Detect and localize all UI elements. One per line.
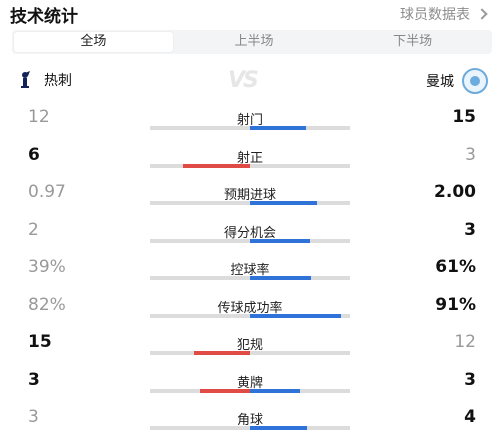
away-stat-bar bbox=[250, 201, 317, 205]
home-stat-value: 3 bbox=[28, 369, 40, 390]
away-stat-bar-track bbox=[250, 426, 350, 430]
away-stat-bar-track bbox=[250, 163, 350, 168]
away-stat-value: 3 bbox=[464, 369, 476, 390]
home-stat-bar-track bbox=[150, 201, 250, 205]
period-tabs: 全场 上半场 下半场 bbox=[12, 30, 492, 54]
home-stat-bar bbox=[183, 163, 250, 168]
stat-row: 3 角球 4 bbox=[0, 404, 500, 440]
away-stat-bar-track bbox=[250, 351, 350, 355]
page-title: 技术统计 bbox=[10, 7, 78, 27]
tab-second-half[interactable]: 下半场 bbox=[393, 34, 433, 49]
away-stat-bar-track bbox=[250, 201, 350, 205]
stat-row: 2 得分机会 3 bbox=[0, 217, 500, 255]
home-stat-bar-track bbox=[150, 351, 250, 355]
stat-label: 预期进球 bbox=[223, 188, 276, 203]
away-stat-bar bbox=[250, 351, 294, 355]
away-stat-value: 12 bbox=[454, 332, 476, 352]
away-stat-bar bbox=[250, 313, 341, 318]
home-stat-bar bbox=[194, 351, 250, 355]
stat-row: 39% 控球率 61% bbox=[0, 254, 500, 292]
stat-label: 控球率 bbox=[230, 263, 270, 278]
home-stat-bar-track bbox=[150, 426, 250, 430]
home-stat-value: 12 bbox=[28, 107, 50, 127]
home-stat-bar bbox=[207, 426, 250, 430]
tab-full-match[interactable]: 全场 bbox=[14, 32, 173, 52]
stat-label: 得分机会 bbox=[223, 225, 276, 241]
away-stat-value: 61% bbox=[435, 257, 476, 277]
player-stats-link-label: 球员数据表 bbox=[400, 7, 470, 23]
away-team-crest-icon bbox=[462, 68, 488, 94]
stat-label: 黄牌 bbox=[236, 375, 263, 391]
home-stat-value: 6 bbox=[28, 144, 40, 165]
home-stat-bar bbox=[217, 201, 250, 205]
home-stat-value: 3 bbox=[28, 407, 39, 427]
home-stat-value: 82% bbox=[28, 294, 66, 315]
home-stat-bar bbox=[206, 126, 250, 130]
home-team-crest-icon bbox=[21, 71, 30, 88]
stat-row: 0.97 预期进球 2.00 bbox=[0, 179, 500, 217]
away-stat-bar-track bbox=[250, 238, 350, 243]
away-stat-bar-track bbox=[250, 313, 350, 318]
away-stat-bar bbox=[250, 163, 283, 168]
home-stat-value: 2 bbox=[28, 219, 39, 240]
away-stat-value: 15 bbox=[452, 107, 476, 127]
home-stat-bar-track bbox=[150, 163, 250, 168]
stat-row: 15 犯规 12 bbox=[0, 329, 500, 367]
home-stat-bar-track bbox=[150, 276, 250, 280]
away-stat-bar bbox=[250, 388, 300, 393]
away-team[interactable]: 曼城 bbox=[426, 68, 488, 94]
away-stat-bar bbox=[250, 126, 306, 130]
vs-logo: VS bbox=[228, 68, 259, 93]
away-stat-bar-track bbox=[250, 276, 350, 280]
tab-first-half[interactable]: 上半场 bbox=[234, 34, 274, 49]
home-stat-bar bbox=[200, 388, 250, 393]
home-stat-bar-track bbox=[150, 126, 250, 130]
home-stat-bar-track bbox=[150, 313, 250, 318]
stat-row: 3 黄牌 3 bbox=[0, 367, 500, 405]
stat-label: 犯规 bbox=[236, 338, 263, 353]
home-stat-value: 39% bbox=[28, 257, 66, 277]
home-team-name: 热刺 bbox=[44, 73, 72, 89]
stat-label: 传球成功率 bbox=[217, 300, 283, 316]
stat-row: 6 射正 3 bbox=[0, 142, 500, 180]
home-stat-bar-track bbox=[150, 238, 250, 243]
player-stats-link[interactable]: 球员数据表 bbox=[400, 4, 488, 24]
home-stat-bar bbox=[210, 238, 250, 243]
away-stat-value: 91% bbox=[435, 294, 476, 315]
away-stat-value: 3 bbox=[465, 144, 476, 165]
away-stat-bar bbox=[250, 426, 307, 430]
stat-row: 82% 传球成功率 91% bbox=[0, 292, 500, 330]
away-team-name: 曼城 bbox=[426, 74, 454, 90]
home-stat-value: 15 bbox=[28, 332, 52, 352]
stat-row: 12 射门 15 bbox=[0, 104, 500, 142]
away-stat-bar bbox=[250, 238, 310, 243]
home-stat-bar-track bbox=[150, 388, 250, 393]
header: 技术统计 球员数据表 bbox=[0, 0, 500, 27]
away-stat-value: 2.00 bbox=[434, 182, 476, 202]
stat-label: 角球 bbox=[236, 413, 263, 428]
chevron-right-icon bbox=[476, 8, 488, 20]
home-stat-value: 0.97 bbox=[28, 182, 66, 202]
away-stat-value: 3 bbox=[464, 219, 476, 240]
away-stat-bar-track bbox=[250, 126, 350, 130]
home-team[interactable]: 热刺 bbox=[18, 70, 72, 90]
home-stat-bar bbox=[211, 276, 250, 280]
away-stat-bar-track bbox=[250, 388, 350, 393]
home-stat-bar bbox=[168, 313, 250, 318]
stat-label: 射正 bbox=[236, 150, 263, 166]
away-stat-bar bbox=[250, 276, 311, 280]
stat-label: 射门 bbox=[236, 113, 263, 128]
stats-list: 12 射门 15 6 射正 3 0.97 预期进球 2.00 2 得分机会 3 39% 控球率 61% 82%… bbox=[0, 104, 500, 440]
teams-header: 热刺 VS 曼城 bbox=[0, 62, 500, 98]
away-stat-value: 4 bbox=[464, 407, 476, 427]
